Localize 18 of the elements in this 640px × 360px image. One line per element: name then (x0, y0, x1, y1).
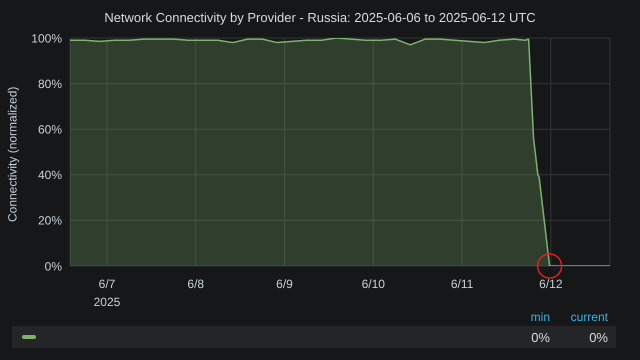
text: 0% (530, 330, 550, 344)
x-tick-label: 6/10 (362, 277, 386, 291)
x-tick-label: 6/7 2025 (94, 277, 121, 309)
x-tick-label: 6/12 (539, 277, 563, 291)
chart-title: Network Connectivity by Provider - Russia: 2025-06-06 to 2025-06-12 UTC (103, 10, 537, 25)
y-axis-title: Connectivity (normalized) (5, 86, 20, 222)
text: current (570, 310, 609, 326)
y-tick-label: 40% (38, 168, 62, 182)
text: 0% (588, 330, 609, 344)
y-tick-label: 60% (38, 122, 62, 136)
y-tick-label: 20% (38, 214, 62, 228)
text: min (530, 310, 550, 326)
x-tick-label: 6/8 (187, 277, 204, 291)
y-tick-label: 0% (44, 259, 62, 274)
x-tick-label: 6/9 (276, 277, 294, 291)
y-tick-label: 100% (31, 31, 62, 46)
y-tick-label: 80% (38, 76, 62, 91)
x-tick-label: 6/11 (450, 277, 474, 291)
